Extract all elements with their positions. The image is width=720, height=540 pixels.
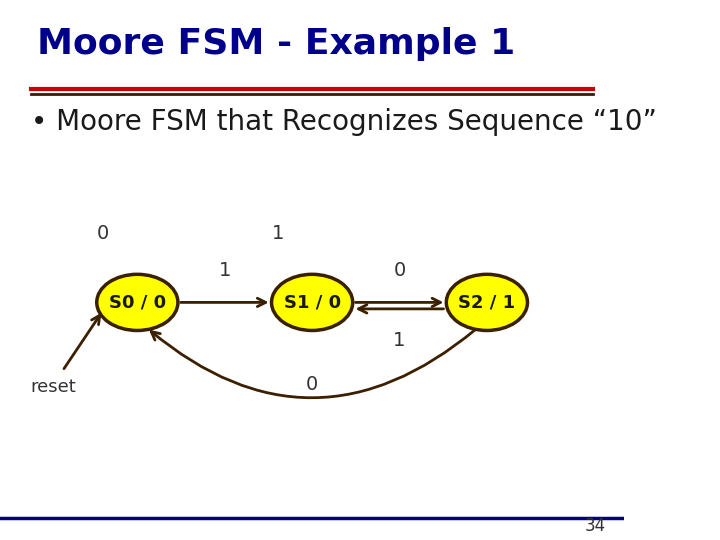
- Ellipse shape: [96, 274, 178, 330]
- Text: 1: 1: [271, 224, 284, 244]
- Text: S1 / 0: S1 / 0: [284, 293, 341, 312]
- Text: Moore FSM - Example 1: Moore FSM - Example 1: [37, 27, 516, 61]
- Text: reset: reset: [30, 378, 76, 396]
- Text: 0: 0: [306, 375, 318, 394]
- Text: 34: 34: [585, 517, 606, 535]
- Text: 0: 0: [97, 224, 109, 244]
- Ellipse shape: [271, 274, 353, 330]
- Text: • Moore FSM that Recognizes Sequence “10”: • Moore FSM that Recognizes Sequence “10…: [31, 108, 657, 136]
- Text: 1: 1: [393, 330, 405, 350]
- Text: S2 / 1: S2 / 1: [459, 293, 516, 312]
- Text: S0 / 0: S0 / 0: [109, 293, 166, 312]
- Text: 1: 1: [219, 260, 231, 280]
- Ellipse shape: [446, 274, 528, 330]
- Text: 0: 0: [393, 260, 405, 280]
